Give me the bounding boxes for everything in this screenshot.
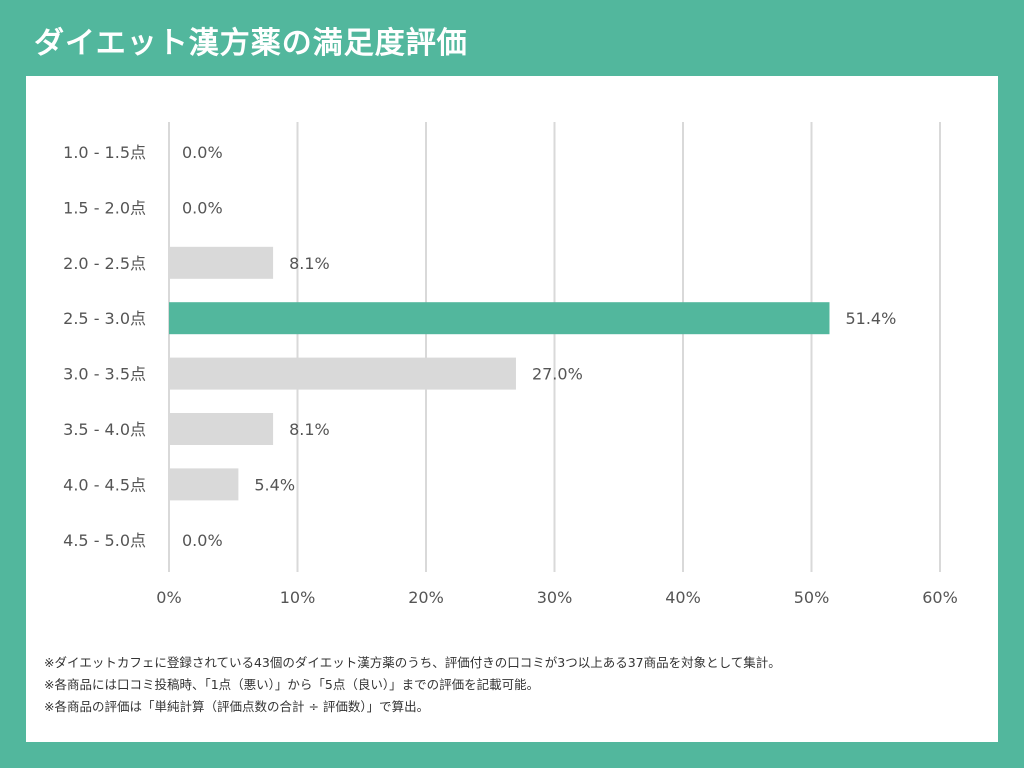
footnote: ※ダイエットカフェに登録されている43個のダイエット漢方薬のうち、評価付きの口コ… [44,655,781,670]
data-label: 0.0% [182,198,223,217]
footnotes: ※ダイエットカフェに登録されている43個のダイエット漢方薬のうち、評価付きの口コ… [44,652,781,718]
bar [169,468,239,501]
y-category-label: 1.0 - 1.5点 [63,143,146,162]
y-category-label: 4.5 - 5.0点 [63,531,146,550]
data-label: 0.0% [182,531,223,550]
data-label: 27.0% [532,365,583,384]
data-label: 8.1% [289,254,330,273]
data-label: 0.0% [182,143,223,162]
y-category-label: 3.0 - 3.5点 [63,365,146,384]
bar [169,246,274,279]
y-category-label: 3.5 - 4.0点 [63,420,146,439]
footnote: ※各商品の評価は「単純計算（評価点数の合計 ÷ 評価数）」で算出。 [44,699,430,714]
x-tick-label: 30% [537,588,573,607]
labels: 0% 10% 20% 30% 40% 50% 60% 1.0 - 1.5点 0.0% 1.5 - … [63,143,958,607]
grid-lines [168,122,941,572]
bar [169,413,274,445]
y-category-label: 2.5 - 3.0点 [63,309,146,328]
bar [169,357,516,390]
data-label: 51.4% [845,309,896,328]
data-label: 5.4% [254,475,295,494]
x-tick-label: 10% [280,588,316,607]
bar-chart: 0% 10% 20% 30% 40% 50% 60% 1.0 - 1.5点 0.0% 1.5 - … [63,122,958,607]
x-tick-label: 60% [922,588,958,607]
bars [169,246,830,501]
data-label: 8.1% [289,420,330,439]
y-category-label: 1.5 - 2.0点 [63,198,146,217]
x-tick-label: 50% [794,588,830,607]
footnote: ※各商品には口コミ投稿時、「1点（悪い）」から「5点（良い）」までの評価を記載可… [44,677,540,692]
x-tick-label: 20% [408,588,444,607]
y-category-label: 2.0 - 2.5点 [63,254,146,273]
page-title: ダイエット漢方薬の満足度評価 [34,26,468,61]
y-category-label: 4.0 - 4.5点 [63,475,146,494]
x-tick-label: 40% [665,588,701,607]
bar [169,302,830,335]
x-tick-label: 0% [156,588,181,607]
chart-panel: 0% 10% 20% 30% 40% 50% 60% 1.0 - 1.5点 0.0% 1.5 - … [26,76,998,742]
